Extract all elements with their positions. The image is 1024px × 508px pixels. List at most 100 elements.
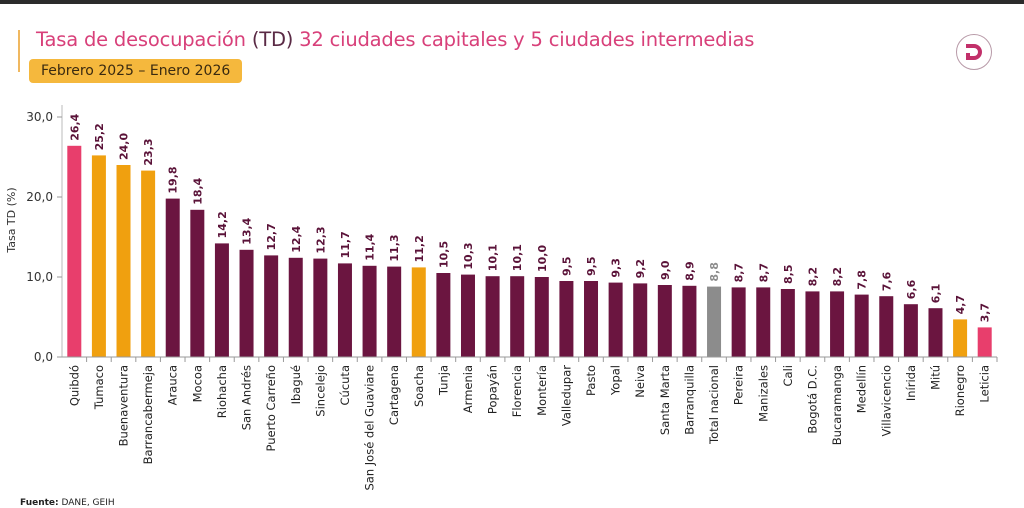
x-tick-label-9: Ibagué bbox=[289, 365, 303, 404]
bar-3 bbox=[141, 170, 156, 357]
x-tick-label-24: Santa Marta bbox=[658, 365, 672, 435]
data-label-9: 12,4 bbox=[290, 225, 303, 252]
x-tick-label-27: Pereira bbox=[732, 365, 746, 405]
bar-0 bbox=[67, 145, 82, 357]
data-label-25: 8,9 bbox=[683, 261, 696, 281]
data-label-2: 24,0 bbox=[118, 133, 131, 160]
bar-30 bbox=[805, 291, 820, 357]
data-label-4: 19,8 bbox=[167, 166, 180, 193]
data-label-6: 14,2 bbox=[216, 211, 229, 238]
bar-31 bbox=[830, 291, 845, 357]
bar-32 bbox=[854, 294, 869, 357]
data-label-34: 6,6 bbox=[905, 279, 918, 299]
x-tick-label-17: Popayán bbox=[486, 365, 500, 414]
data-label-1: 25,2 bbox=[93, 123, 106, 150]
data-label-3: 23,3 bbox=[142, 138, 155, 165]
data-label-16: 10,3 bbox=[462, 242, 475, 269]
bar-12 bbox=[362, 265, 377, 357]
dane-logo-icon bbox=[956, 34, 992, 70]
title-accent-line bbox=[18, 30, 20, 72]
data-label-15: 10,5 bbox=[437, 241, 450, 268]
x-tick-label-22: Yopal bbox=[609, 365, 623, 396]
data-label-18: 10,1 bbox=[511, 244, 524, 271]
x-tick-label-30: Bogotá D.C. bbox=[805, 365, 819, 434]
bar-18 bbox=[510, 276, 525, 357]
title-main: Tasa de desocupación bbox=[36, 28, 252, 51]
data-label-21: 9,5 bbox=[585, 257, 598, 277]
x-tick-label-28: Manizales bbox=[756, 365, 770, 422]
x-tick-label-25: Barranquilla bbox=[682, 365, 696, 435]
bar-8 bbox=[264, 255, 279, 357]
data-label-7: 13,4 bbox=[241, 217, 254, 244]
bar-10 bbox=[313, 258, 328, 357]
x-tick-label-14: Soacha bbox=[412, 365, 426, 407]
y-tick-label: 0,0 bbox=[34, 350, 53, 364]
data-label-28: 8,7 bbox=[757, 263, 770, 283]
period-badge: Febrero 2025 – Enero 2026 bbox=[29, 59, 243, 83]
x-tick-label-31: Bucaramanga bbox=[830, 365, 844, 445]
bar-29 bbox=[780, 289, 795, 357]
x-tick-label-34: Inírida bbox=[904, 365, 918, 401]
bar-4 bbox=[165, 198, 180, 357]
bar-11 bbox=[337, 263, 352, 357]
bar-2 bbox=[116, 165, 131, 357]
bar-26 bbox=[707, 286, 722, 357]
x-tick-label-8: Puerto Carreño bbox=[264, 365, 278, 452]
x-tick-label-0: Quibdó bbox=[67, 365, 81, 406]
bar-14 bbox=[411, 267, 426, 357]
bar-24 bbox=[657, 285, 672, 357]
bar-22 bbox=[608, 282, 623, 357]
title-abbrev: (TD) bbox=[251, 28, 294, 51]
data-label-19: 10,0 bbox=[536, 245, 549, 272]
title-scope: 32 ciudades capitales y 5 ciudades inter… bbox=[293, 28, 755, 51]
data-label-33: 7,6 bbox=[880, 271, 893, 291]
x-tick-label-10: Sincelejo bbox=[313, 365, 327, 417]
source-label: Fuente: bbox=[20, 498, 59, 508]
x-tick-label-4: Arauca bbox=[166, 365, 180, 405]
x-tick-label-37: Leticia bbox=[978, 365, 992, 403]
x-tick-label-26: Total nacional bbox=[707, 365, 721, 445]
x-tick-label-7: San Andrés bbox=[240, 365, 254, 430]
x-tick-label-3: Barrancabermeja bbox=[141, 365, 155, 464]
x-tick-label-1: Tumaco bbox=[92, 365, 106, 410]
bar-17 bbox=[485, 276, 500, 357]
x-axis: Quibdó Tumaco Buenaventura Barrancabermeja A… bbox=[62, 356, 998, 491]
data-label-32: 7,8 bbox=[856, 270, 869, 290]
bars: 26,4 25,2 24,0 23,3 19,8 18,4 14,2 13,4 12,7 12,4… bbox=[67, 113, 992, 357]
bar-33 bbox=[879, 296, 894, 357]
x-tick-label-15: Tunja bbox=[436, 365, 450, 396]
data-label-14: 11,2 bbox=[413, 235, 426, 262]
x-tick-label-36: Rionegro bbox=[953, 365, 967, 416]
bar-19 bbox=[534, 277, 549, 357]
y-tick-label: 30,0 bbox=[26, 110, 53, 124]
bar-6 bbox=[214, 243, 229, 357]
data-label-35: 6,1 bbox=[929, 284, 942, 304]
data-label-24: 9,0 bbox=[659, 260, 672, 280]
x-tick-label-11: Cúcuta bbox=[338, 365, 352, 406]
data-label-0: 26,4 bbox=[68, 113, 81, 140]
x-tick-label-5: Mocoa bbox=[190, 365, 204, 402]
logo-d-glyph bbox=[966, 44, 982, 60]
y-tick-label: 10,0 bbox=[26, 270, 53, 284]
data-label-8: 12,7 bbox=[265, 223, 278, 250]
y-tick-label: 20,0 bbox=[26, 190, 53, 204]
x-tick-label-35: Mitú bbox=[928, 365, 942, 390]
bar-25 bbox=[682, 285, 697, 357]
data-label-30: 8,2 bbox=[806, 267, 819, 287]
x-tick-label-18: Florencia bbox=[510, 365, 524, 417]
x-tick-label-21: Pasto bbox=[584, 365, 598, 396]
source-note: Fuente: DANE, GEIH bbox=[20, 498, 115, 508]
x-tick-label-29: Cali bbox=[781, 365, 795, 386]
x-tick-label-2: Buenaventura bbox=[117, 365, 131, 446]
y-axis: 0,0 10,0 20,0 30,0 bbox=[26, 105, 63, 364]
source-value: DANE, GEIH bbox=[58, 498, 115, 508]
bar-5 bbox=[190, 209, 205, 357]
x-tick-label-33: Villavicencio bbox=[879, 365, 893, 437]
x-tick-label-12: San José del Guaviare bbox=[363, 365, 377, 491]
y-axis-label: Tasa TD (%) bbox=[5, 187, 18, 253]
bar-9 bbox=[288, 257, 303, 357]
data-label-13: 11,3 bbox=[388, 234, 401, 261]
top-border bbox=[0, 0, 1024, 4]
x-tick-label-13: Cartagena bbox=[387, 365, 401, 425]
